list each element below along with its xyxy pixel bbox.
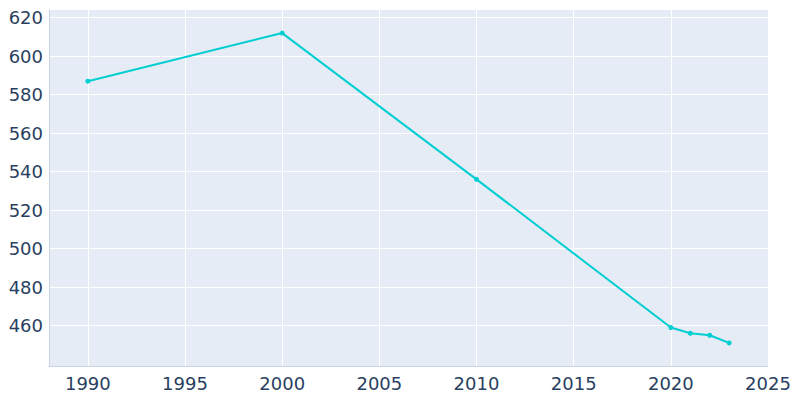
svg-text:2020: 2020: [648, 373, 694, 394]
svg-text:2015: 2015: [551, 373, 597, 394]
svg-text:580: 580: [9, 84, 43, 105]
svg-text:2010: 2010: [454, 373, 500, 394]
svg-text:2005: 2005: [356, 373, 402, 394]
svg-text:620: 620: [9, 7, 43, 28]
svg-text:540: 540: [9, 161, 43, 182]
svg-text:460: 460: [9, 315, 43, 336]
svg-text:560: 560: [9, 123, 43, 144]
svg-text:1995: 1995: [162, 373, 208, 394]
svg-text:520: 520: [9, 200, 43, 221]
svg-text:2000: 2000: [259, 373, 305, 394]
svg-text:1990: 1990: [65, 373, 111, 394]
svg-text:500: 500: [9, 238, 43, 259]
svg-text:600: 600: [9, 46, 43, 67]
svg-text:480: 480: [9, 277, 43, 298]
svg-text:2025: 2025: [745, 373, 791, 394]
